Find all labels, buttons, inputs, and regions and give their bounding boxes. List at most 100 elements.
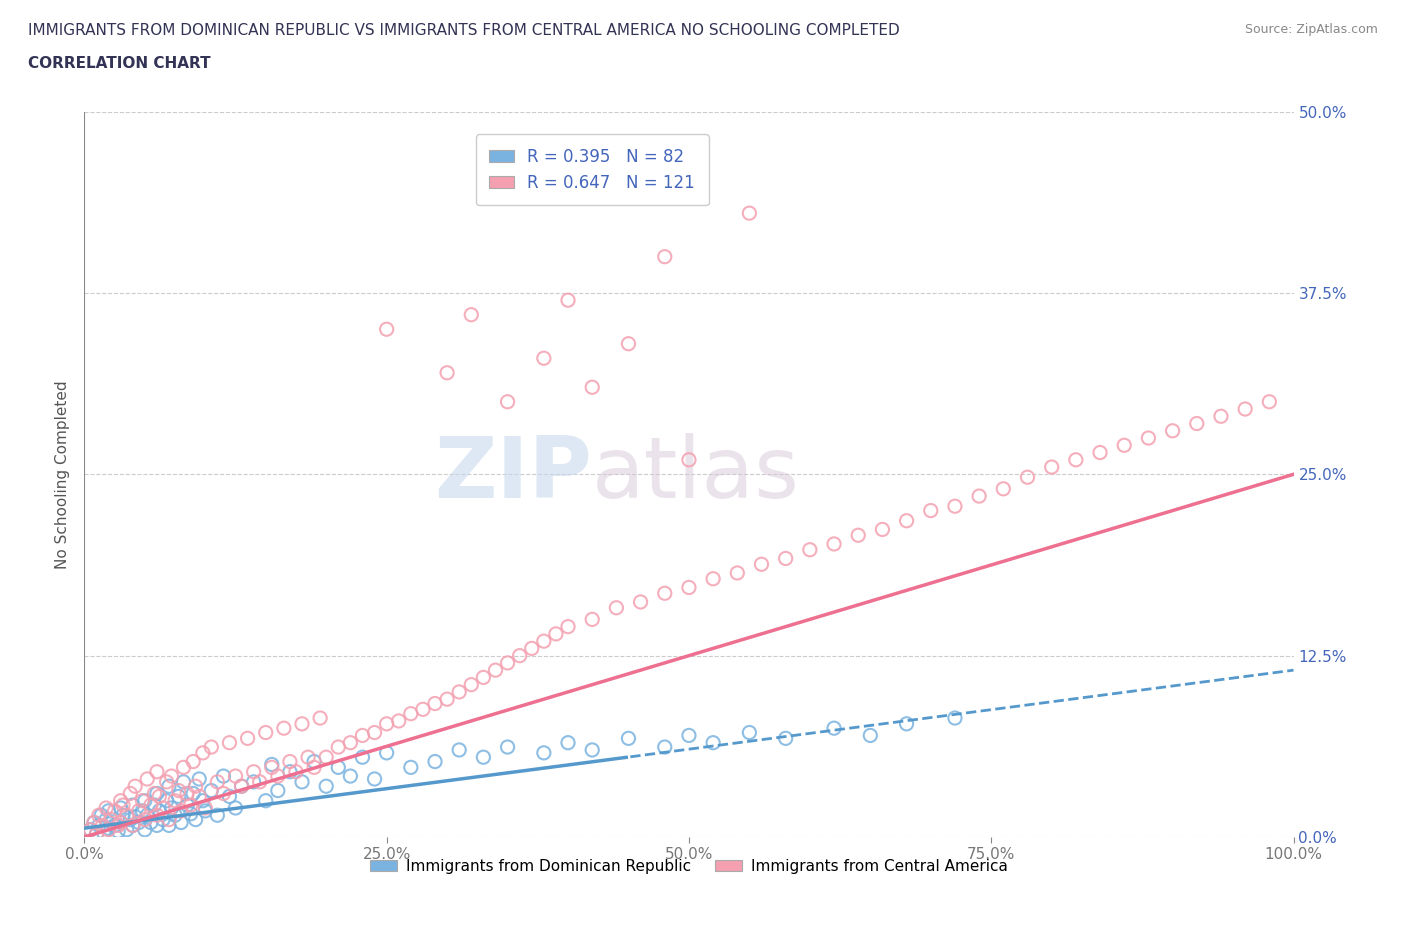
Point	[472, 670, 495, 684]
Point	[496, 656, 519, 671]
Text: IMMIGRANTS FROM DOMINICAN REPUBLIC VS IMMIGRANTS FROM CENTRAL AMERICA NO SCHOOLI: IMMIGRANTS FROM DOMINICAN REPUBLIC VS IM…	[28, 23, 900, 38]
Point	[267, 768, 290, 783]
Point	[375, 322, 398, 337]
Text: ZIP: ZIP	[434, 432, 592, 516]
Point	[167, 783, 190, 798]
Point	[291, 716, 314, 731]
Point	[436, 692, 458, 707]
Point	[509, 648, 531, 663]
Y-axis label: No Schooling Completed: No Schooling Completed	[55, 380, 70, 568]
Point	[134, 812, 156, 827]
Point	[254, 793, 277, 808]
Point	[678, 580, 700, 595]
Point	[173, 760, 195, 775]
Point	[363, 725, 385, 740]
Point	[155, 775, 177, 790]
Point	[180, 806, 202, 821]
Point	[242, 764, 264, 779]
Point	[654, 249, 676, 264]
Point	[1137, 431, 1160, 445]
Point	[896, 716, 918, 731]
Point	[315, 750, 337, 764]
Point	[260, 760, 283, 775]
Point	[267, 783, 290, 798]
Point	[160, 801, 183, 816]
Point	[1185, 416, 1208, 431]
Point	[165, 793, 187, 808]
Point	[581, 742, 603, 757]
Point	[200, 783, 222, 798]
Point	[375, 746, 398, 761]
Point	[846, 528, 869, 543]
Point	[115, 822, 138, 837]
Point	[472, 750, 495, 764]
Point	[436, 365, 458, 380]
Point	[260, 757, 283, 772]
Point	[231, 778, 253, 793]
Point	[309, 711, 332, 725]
Point	[254, 725, 277, 740]
Point	[194, 801, 217, 816]
Point	[83, 815, 105, 830]
Point	[91, 818, 114, 833]
Point	[557, 293, 579, 308]
Point	[1040, 459, 1063, 474]
Point	[278, 754, 301, 769]
Point	[799, 542, 821, 557]
Point	[496, 739, 519, 754]
Point	[302, 760, 325, 775]
Point	[107, 818, 129, 833]
Point	[423, 754, 446, 769]
Point	[110, 793, 132, 808]
Point	[423, 696, 446, 711]
Point	[775, 731, 797, 746]
Point	[176, 798, 198, 813]
Point	[967, 488, 990, 503]
Point	[131, 793, 153, 808]
Point	[87, 818, 110, 833]
Point	[139, 798, 162, 813]
Point	[702, 571, 724, 586]
Point	[120, 812, 142, 827]
Point	[399, 706, 422, 721]
Point	[212, 768, 235, 783]
Point	[146, 764, 169, 779]
Point	[363, 772, 385, 787]
Point	[131, 804, 153, 818]
Point	[157, 818, 180, 833]
Point	[100, 812, 122, 827]
Point	[124, 778, 146, 793]
Point	[544, 627, 567, 642]
Point	[859, 728, 882, 743]
Point	[121, 818, 143, 833]
Point	[460, 677, 482, 692]
Point	[112, 798, 135, 813]
Point	[134, 822, 156, 837]
Point	[291, 775, 314, 790]
Point	[207, 775, 229, 790]
Point	[212, 786, 235, 801]
Point	[993, 482, 1015, 497]
Point	[181, 754, 204, 769]
Point	[110, 801, 132, 816]
Point	[328, 760, 350, 775]
Point	[191, 746, 214, 761]
Point	[943, 711, 966, 725]
Point	[173, 775, 195, 790]
Point	[180, 798, 202, 813]
Point	[328, 739, 350, 754]
Point	[751, 557, 773, 572]
Point	[581, 612, 603, 627]
Point	[775, 551, 797, 565]
Point	[143, 798, 166, 813]
Point	[557, 736, 579, 751]
Point	[79, 822, 101, 837]
Text: Source: ZipAtlas.com: Source: ZipAtlas.com	[1244, 23, 1378, 36]
Point	[181, 786, 204, 801]
Point	[352, 750, 374, 764]
Point	[617, 731, 640, 746]
Point	[152, 812, 174, 827]
Text: CORRELATION CHART: CORRELATION CHART	[28, 56, 211, 71]
Point	[110, 815, 132, 830]
Point	[249, 775, 271, 790]
